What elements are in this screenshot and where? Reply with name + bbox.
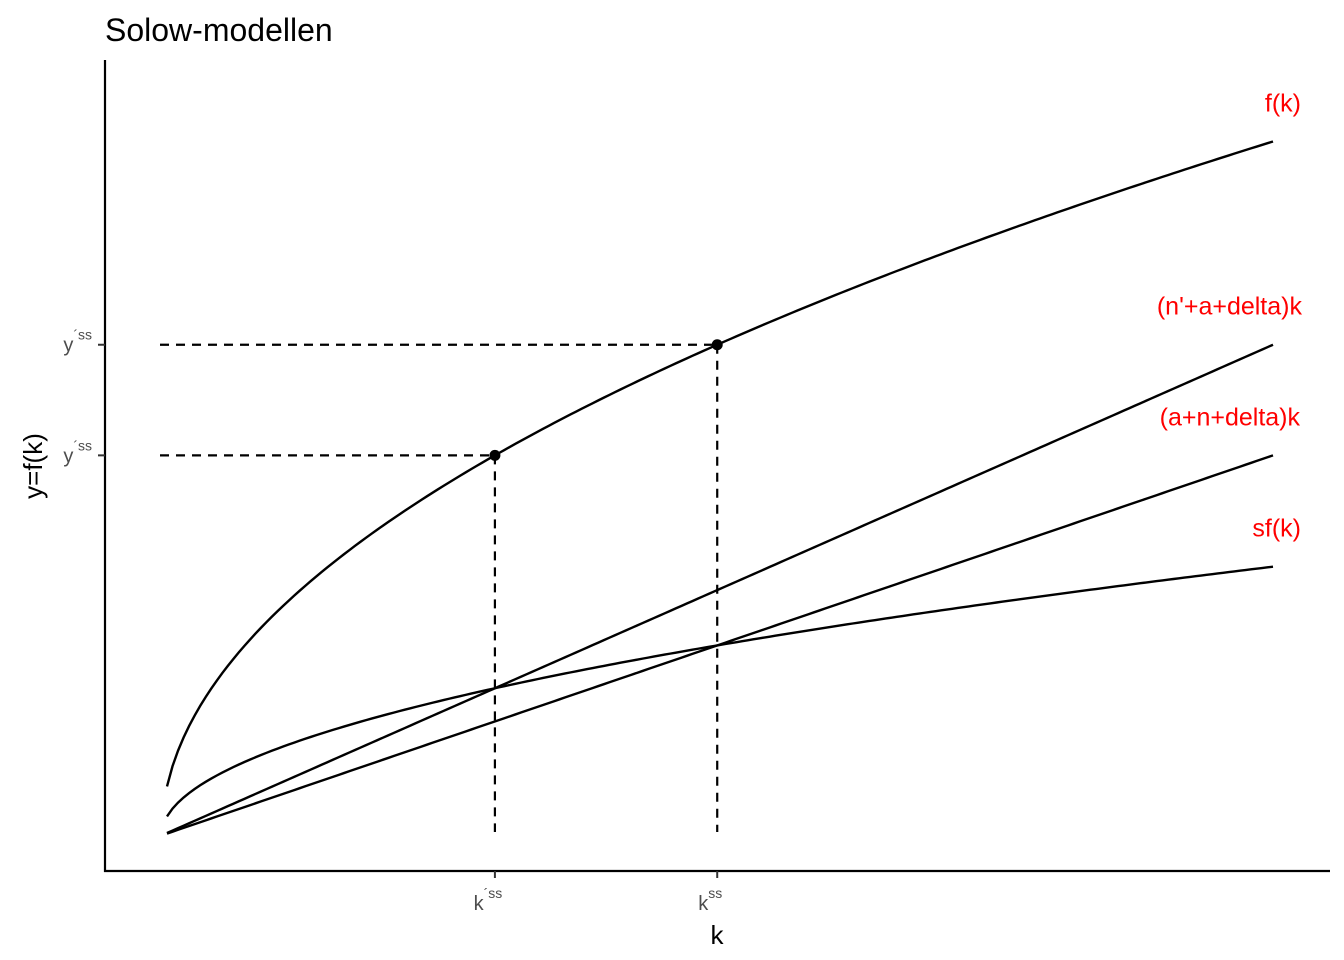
steady-state-point-0: [489, 449, 501, 461]
series-line-3: [166, 565, 1274, 818]
series-label-3: sf(k): [1252, 515, 1301, 543]
series-label-0: f(k): [1265, 89, 1301, 117]
series-line-1: [166, 343, 1274, 835]
series-line-0: [165, 140, 1274, 787]
steady-state-point-1: [711, 339, 723, 351]
plot-area: [160, 140, 1274, 835]
x-tick-label-1: kss: [698, 885, 722, 915]
curve-labels: f(k) (n'+a+delta)k (a+n+delta)k sf(k): [1157, 89, 1303, 542]
x-axis-title: k: [711, 920, 725, 950]
series-label-2: (a+n+delta)k: [1160, 403, 1301, 431]
y-tick-label-1: y´ss: [63, 437, 92, 467]
series-label-1: (n'+a+delta)k: [1157, 293, 1303, 321]
x-tick-label-0: k´ss: [474, 885, 503, 915]
chart-title: Solow-modellen: [105, 12, 333, 48]
y-tick-label-0: y´ss: [63, 327, 92, 357]
y-axis-title: y=f(k): [18, 433, 48, 499]
axis-ticks: k´ss kss y´ss y´ss: [63, 327, 722, 915]
